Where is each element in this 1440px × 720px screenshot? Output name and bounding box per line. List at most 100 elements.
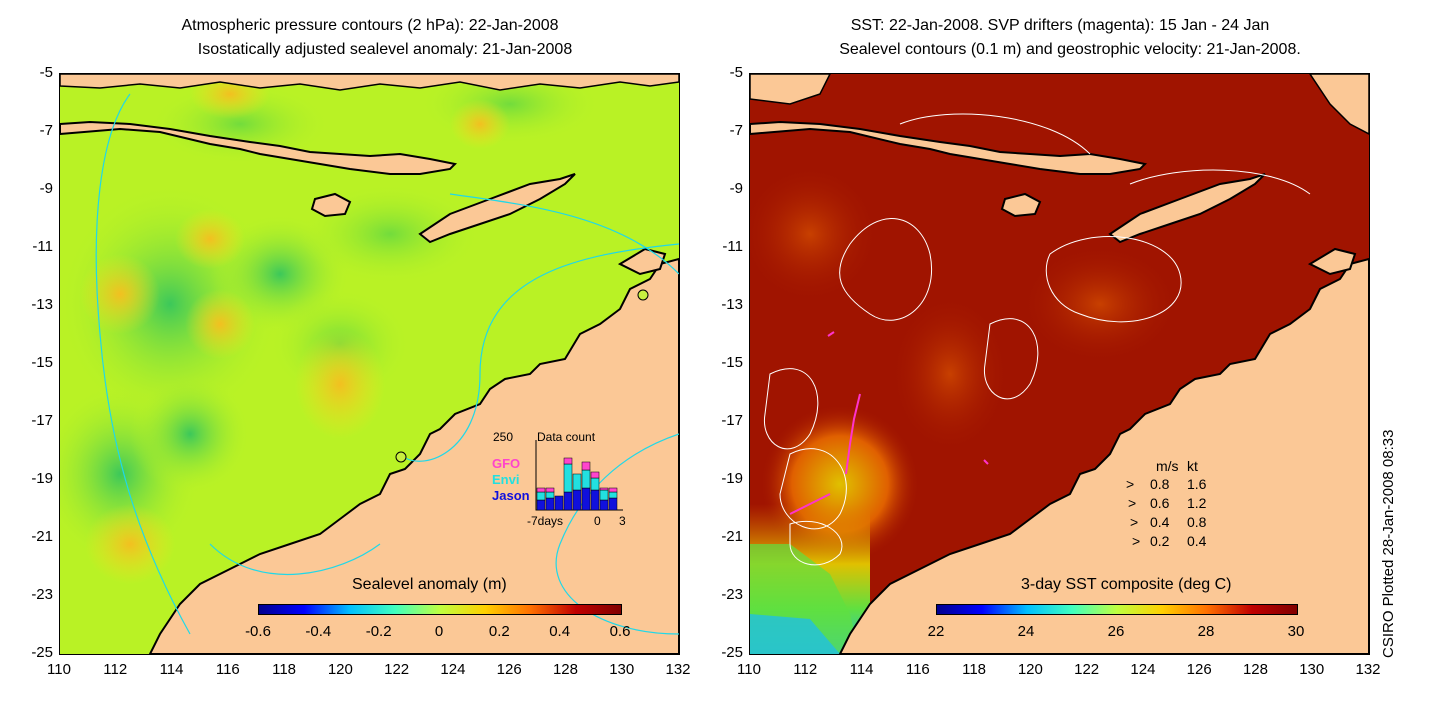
sealevel-colorbar bbox=[258, 604, 622, 615]
inset-series-jason: Jason bbox=[492, 488, 530, 503]
plot-credit: CSIRO Plotted 28-Jan-2008 08:33 bbox=[1380, 429, 1397, 658]
right-lon-tick-label: 116 bbox=[905, 661, 930, 678]
right-lon-tick-label: 122 bbox=[1074, 661, 1100, 678]
left-lat-tick-label: -7 bbox=[39, 122, 53, 139]
left-lat-tick-label: -9 bbox=[39, 180, 53, 197]
inset-series-gfo: GFO bbox=[492, 456, 521, 471]
velocity-arrow-icon: > bbox=[1128, 495, 1137, 511]
velocity-legend-header-kt: kt bbox=[1187, 458, 1198, 474]
left-lat-tick-label: -21 bbox=[31, 528, 53, 545]
inset-bar-gfo bbox=[545, 487, 555, 493]
inset-bar-envi bbox=[581, 469, 591, 489]
inset-bar-jason bbox=[536, 499, 546, 511]
right-lon-tick-label: 124 bbox=[1130, 661, 1156, 678]
left-colorbar-tick: -0.6 bbox=[245, 623, 271, 640]
right-colorbar-tick: 26 bbox=[1107, 623, 1125, 640]
inset-bar-gfo bbox=[608, 487, 618, 493]
left-lon-tick-label: 110 bbox=[47, 661, 71, 678]
right-colorbar-tick: 24 bbox=[1017, 623, 1035, 640]
right-lon-tick-label: 128 bbox=[1242, 661, 1268, 678]
left-colorbar-tick: -0.2 bbox=[365, 623, 392, 640]
left-colorbar-tick: -0.4 bbox=[305, 623, 332, 640]
right-lon-tick-label: 130 bbox=[1299, 661, 1325, 678]
left-title-line1: Atmospheric pressure contours (2 hPa): 2… bbox=[181, 17, 559, 34]
velocity-arrow-icon: > bbox=[1132, 533, 1141, 549]
right-lat-tick-label: -21 bbox=[721, 528, 743, 545]
left-lat-tick-label: -23 bbox=[31, 586, 53, 603]
inset-bar-envi bbox=[608, 491, 618, 499]
right-lon-tick-label: 118 bbox=[962, 661, 987, 678]
right-lon-tick-label: 126 bbox=[1186, 661, 1212, 678]
inset-bar-jason bbox=[590, 489, 600, 511]
left-colorbar-title: Sealevel anomaly (m) bbox=[352, 576, 507, 593]
inset-bar-gfo bbox=[563, 457, 573, 465]
left-lat-tick-label: -17 bbox=[31, 412, 53, 429]
right-lon-tick-label: 120 bbox=[1017, 661, 1043, 678]
right-lon-tick-label: 110 bbox=[737, 661, 761, 678]
sealevel-map bbox=[59, 73, 680, 655]
sst-colorbar bbox=[936, 604, 1298, 615]
velocity-legend-ms: 0.8 bbox=[1150, 476, 1170, 492]
right-lon-tick-label: 112 bbox=[793, 661, 818, 678]
velocity-legend-kt: 1.6 bbox=[1187, 476, 1207, 492]
right-lat-tick-label: -11 bbox=[722, 238, 743, 255]
inset-xlabel-end: 3 bbox=[619, 514, 626, 528]
right-lat-tick-label: -15 bbox=[721, 354, 743, 371]
inset-bar-jason bbox=[563, 491, 573, 511]
left-lat-tick-label: -15 bbox=[31, 354, 53, 371]
right-lon-tick-label: 132 bbox=[1355, 661, 1381, 678]
inset-bar-jason bbox=[608, 497, 618, 511]
data-count-histogram bbox=[535, 440, 623, 511]
inset-bar-jason bbox=[554, 495, 564, 511]
left-lon-tick-label: 126 bbox=[496, 661, 522, 678]
sst-map bbox=[749, 73, 1370, 655]
sealevel-map-graphic bbox=[60, 74, 679, 654]
inset-title: Data count bbox=[537, 430, 596, 444]
velocity-legend-kt: 1.2 bbox=[1187, 495, 1207, 511]
velocity-legend-ms: 0.6 bbox=[1150, 495, 1170, 511]
left-colorbar-tick: 0 bbox=[434, 623, 444, 640]
left-lon-tick-label: 116 bbox=[215, 661, 240, 678]
left-lat-tick-label: -19 bbox=[31, 470, 53, 487]
right-colorbar-tick: 30 bbox=[1287, 623, 1305, 640]
inset-bar-envi bbox=[545, 491, 555, 499]
right-colorbar-tick: 22 bbox=[927, 623, 945, 640]
inset-bar-jason bbox=[572, 489, 582, 511]
right-colorbar-tick: 28 bbox=[1197, 623, 1215, 640]
inset-ymax-label: 250 bbox=[493, 430, 514, 444]
right-lat-tick-label: -9 bbox=[729, 180, 743, 197]
left-colorbar-tick: 0.6 bbox=[609, 623, 631, 640]
inset-bar-jason bbox=[545, 497, 555, 511]
inset-bar-gfo bbox=[581, 461, 591, 471]
velocity-arrow-icon: > bbox=[1126, 476, 1135, 492]
velocity-legend-kt: 0.4 bbox=[1187, 533, 1207, 549]
right-title-line2: Sealevel contours (0.1 m) and geostrophi… bbox=[839, 41, 1301, 58]
velocity-legend-ms: 0.4 bbox=[1150, 514, 1170, 530]
left-lon-tick-label: 120 bbox=[327, 661, 353, 678]
velocity-legend-ms: 0.2 bbox=[1150, 533, 1170, 549]
inset-bar-gfo bbox=[536, 487, 546, 493]
velocity-arrow-icon: > bbox=[1130, 514, 1139, 530]
right-lat-tick-label: -7 bbox=[729, 122, 743, 139]
inset-bar-gfo bbox=[590, 471, 600, 479]
left-lon-tick-label: 132 bbox=[665, 661, 691, 678]
left-lon-tick-label: 128 bbox=[552, 661, 578, 678]
sst-map-graphic bbox=[750, 74, 1369, 654]
right-colorbar-title: 3-day SST composite (deg C) bbox=[1021, 576, 1232, 593]
inset-bar-jason bbox=[599, 499, 609, 511]
right-lat-tick-label: -13 bbox=[721, 296, 743, 313]
inset-bar-jason bbox=[581, 487, 591, 511]
left-colorbar-tick: 0.4 bbox=[549, 623, 571, 640]
inset-bar-gfo bbox=[599, 487, 609, 491]
inset-bar-envi bbox=[599, 489, 609, 501]
inset-series-envi: Envi bbox=[492, 472, 520, 487]
inset-bar-envi bbox=[536, 491, 546, 501]
inset-bar-envi bbox=[572, 473, 582, 491]
left-title-line2: Isostatically adjusted sealevel anomaly:… bbox=[197, 41, 573, 58]
velocity-legend-header-ms: m/s bbox=[1156, 458, 1179, 474]
left-lon-tick-label: 130 bbox=[609, 661, 635, 678]
right-lat-tick-label: -5 bbox=[729, 64, 743, 81]
right-lon-tick-label: 114 bbox=[849, 661, 874, 678]
left-lat-tick-label: -5 bbox=[39, 64, 53, 81]
velocity-legend-kt: 0.8 bbox=[1187, 514, 1207, 530]
